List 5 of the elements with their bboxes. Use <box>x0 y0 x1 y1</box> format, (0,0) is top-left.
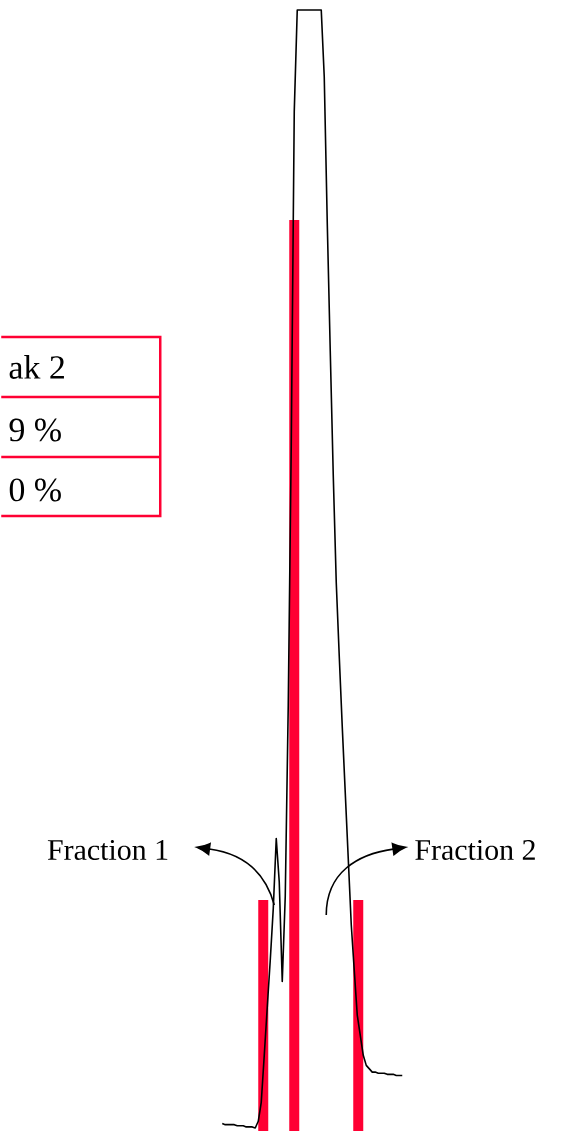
text: Fraction 1 <box>47 839 168 861</box>
text: 9 % <box>9 418 61 442</box>
text: ak 2 <box>9 355 64 379</box>
text: 0 % <box>9 478 61 502</box>
text: Fraction 2 <box>415 839 535 861</box>
